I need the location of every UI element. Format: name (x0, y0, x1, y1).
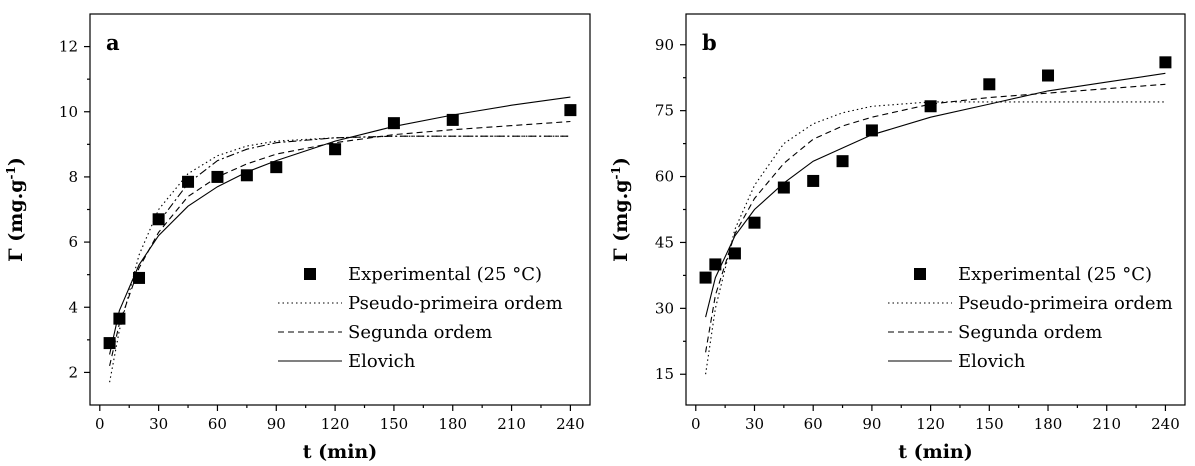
data-point (1159, 56, 1172, 69)
y-tick-label: 45 (655, 233, 674, 251)
y-tick-label: 12 (59, 38, 78, 56)
y-axis-title-main: Γ (mg.g (5, 179, 27, 261)
y-axis-title: Γ (mg.g-1) (4, 157, 27, 262)
data-point (564, 104, 577, 117)
data-point (240, 169, 253, 182)
x-tick-label: 60 (804, 415, 823, 433)
panel-label: b (702, 30, 717, 55)
y-axis-title-close: ) (5, 157, 27, 166)
y-axis-title-main: Γ (mg.g (610, 179, 632, 261)
y-tick-label: 2 (68, 363, 78, 381)
legend-label: Pseudo-primeira ordem (348, 293, 563, 314)
data-point (329, 143, 342, 156)
x-tick-label: 150 (975, 415, 1004, 433)
data-point (446, 113, 459, 126)
legend-label: Experimental (25 °C) (958, 264, 1152, 285)
x-tick-label: 0 (691, 415, 701, 433)
x-tick-label: 120 (321, 415, 350, 433)
data-point (103, 337, 116, 350)
data-point (728, 247, 741, 260)
panel-label: a (106, 30, 120, 55)
series-line-segunda-ordem (109, 120, 571, 367)
data-point (152, 213, 165, 226)
x-tick-label: 210 (497, 415, 526, 433)
x-tick-label: 180 (1034, 415, 1063, 433)
legend-label: Segunda ordem (958, 322, 1102, 343)
legend-label: Elovich (348, 351, 416, 372)
legend-marker (304, 268, 316, 280)
y-tick-label: 6 (68, 233, 78, 251)
series-line-fit (158, 135, 571, 223)
y-axis-title: Γ (mg.g-1) (609, 157, 632, 262)
x-tick-label: 240 (1151, 415, 1180, 433)
y-tick-label: 75 (655, 102, 674, 120)
x-tick-label: 120 (916, 415, 945, 433)
x-tick-label: 30 (745, 415, 764, 433)
y-tick-label: 8 (68, 168, 78, 186)
x-tick-label: 180 (438, 415, 467, 433)
x-tick-label: 150 (380, 415, 409, 433)
data-point (709, 258, 722, 271)
legend-label: Experimental (25 °C) (348, 264, 542, 285)
series-line-elovich (109, 96, 571, 355)
data-point (807, 174, 820, 187)
plot-frame (89, 13, 591, 406)
x-axis-title: t (min) (303, 441, 378, 463)
y-tick-label: 30 (655, 299, 674, 317)
y-tick-label: 10 (59, 103, 78, 121)
x-tick-label: 0 (95, 415, 105, 433)
legend-marker (914, 268, 926, 280)
x-tick-label: 30 (149, 415, 168, 433)
data-point (699, 271, 712, 284)
series-line-pseudo-primeira-ordem (705, 101, 1166, 375)
x-tick-label: 90 (267, 415, 286, 433)
y-tick-label: 4 (68, 298, 78, 316)
data-point (924, 100, 937, 113)
panel-b: 0 30 60 90 120 150 180 210 240 15 30 45 60 75 90 b t (mi… (609, 13, 1186, 463)
legend-label: Elovich (958, 351, 1026, 372)
x-axis-title: t (min) (898, 441, 973, 463)
legend-label: Segunda ordem (348, 322, 492, 343)
data-point (1042, 69, 1055, 82)
series-line-elovich (705, 72, 1166, 318)
x-tick-label: 240 (556, 415, 585, 433)
data-point (270, 161, 283, 174)
series-line-pseudo-primeira-ordem (109, 135, 571, 383)
x-tick-label: 60 (208, 415, 227, 433)
x-tick-label: 210 (1092, 415, 1121, 433)
plot-frame (685, 13, 1186, 406)
data-point (777, 181, 790, 194)
legend-label: Pseudo-primeira ordem (958, 293, 1173, 314)
y-axis-title-close: ) (610, 157, 632, 166)
panel-a: 0 30 60 90 120 150 180 210 240 2 4 6 8 10 12 a t (min) Γ … (4, 13, 591, 463)
y-axis-title-superscript: -1 (4, 166, 18, 179)
data-point (182, 175, 195, 188)
x-tick-label: 90 (862, 415, 881, 433)
data-point (836, 155, 849, 168)
y-tick-label: 15 (655, 365, 674, 383)
data-point (983, 78, 996, 91)
y-tick-label: 90 (655, 36, 674, 54)
data-point (748, 216, 761, 229)
y-tick-label: 60 (655, 168, 674, 186)
y-axis-title-superscript: -1 (609, 166, 623, 179)
